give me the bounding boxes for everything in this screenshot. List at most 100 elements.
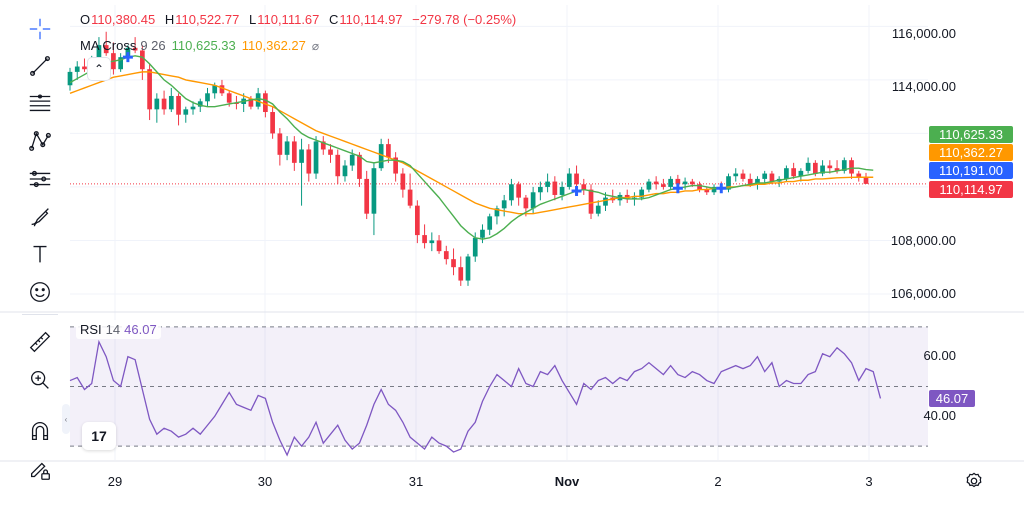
lock-pencil-icon[interactable] — [24, 454, 56, 486]
candle-body — [342, 165, 348, 177]
open-value: 110,380.45 — [91, 12, 156, 27]
brush-icon[interactable] — [24, 201, 56, 233]
candle-body — [118, 57, 124, 70]
candle-body — [646, 181, 652, 190]
cross-markers — [123, 52, 727, 196]
collapse-legend-button[interactable]: ⌃ — [88, 58, 110, 80]
pattern-icon[interactable] — [24, 125, 56, 157]
time-axis-label: 29 — [107, 474, 123, 489]
candle-body — [284, 141, 290, 155]
rsi-value-tag: 46.07 — [929, 390, 975, 407]
candle-body — [704, 189, 710, 193]
candle-body — [574, 173, 579, 185]
chevron-up-icon: ⌃ — [93, 62, 105, 76]
ma-cross-params: 9 26 — [140, 38, 166, 53]
candle-body — [313, 141, 319, 174]
candle-body — [769, 173, 775, 182]
high-label: H — [164, 12, 175, 27]
candle-body — [653, 181, 659, 185]
candle-body — [371, 168, 377, 214]
candle-body — [827, 165, 833, 169]
rsi-legend[interactable]: RSI 14 46.07 — [76, 320, 161, 339]
candle-body — [755, 178, 760, 185]
candle-body — [559, 186, 565, 195]
ma-cross-legend[interactable]: MA Cross 9 26 110,625.33 110,362.27 ⌀ — [80, 38, 319, 53]
candle-body — [212, 85, 218, 94]
ma-cross-name: MA Cross — [80, 38, 137, 53]
rsi-line — [69, 339, 882, 457]
candle-body — [378, 144, 384, 169]
candles — [67, 31, 869, 286]
candle-body — [812, 162, 818, 174]
change-value: −279.78 (−0.25%) — [412, 12, 517, 27]
candle-body — [791, 168, 796, 177]
candle-body — [443, 251, 449, 260]
candle-body — [661, 184, 666, 187]
candle-body — [263, 93, 268, 113]
crosshair-icon[interactable] — [24, 13, 56, 45]
candle-body — [451, 259, 456, 268]
candle-body — [400, 173, 406, 190]
candle-body — [841, 160, 847, 171]
candle-body — [429, 240, 435, 244]
rsi-axis-label: 60.00 — [923, 348, 956, 363]
logo-text: 17 — [91, 428, 107, 444]
fib-icon[interactable] — [24, 87, 56, 119]
candle-body — [538, 186, 543, 193]
candle-body — [726, 176, 731, 190]
trend-line-icon[interactable] — [24, 50, 56, 82]
candle-body — [291, 141, 297, 163]
candle-body — [407, 189, 413, 206]
ma-fast-price-tag: 110,625.33 — [929, 126, 1013, 143]
candle-body — [849, 160, 854, 174]
price-axis-label: 106,000.00 — [890, 286, 956, 301]
chevron-left-icon: ‹ — [64, 414, 68, 424]
candle-body — [132, 47, 138, 51]
toolbar-divider — [22, 314, 58, 315]
low-value: 110,111.67 — [257, 12, 320, 27]
candle-body — [480, 229, 485, 238]
candle-body — [689, 181, 695, 185]
candle-body — [103, 45, 109, 54]
candle-body — [798, 170, 804, 177]
settings-gear-icon[interactable] — [965, 472, 983, 490]
rsi-level-lines — [70, 326, 928, 447]
ruler-icon[interactable] — [24, 326, 56, 358]
candle-body — [863, 176, 869, 184]
time-axis-label: Nov — [554, 474, 580, 489]
candle-body — [494, 208, 500, 217]
candle-body — [197, 101, 203, 107]
candle-body — [472, 237, 478, 257]
cross-marker — [571, 185, 582, 196]
emoji-icon[interactable] — [24, 276, 56, 308]
zoom-in-icon[interactable] — [24, 364, 56, 396]
candle-body — [414, 205, 420, 236]
candle-body — [856, 173, 862, 177]
candle-body — [675, 178, 681, 185]
forecast-icon[interactable] — [24, 163, 56, 195]
close-label: C — [329, 12, 339, 27]
candle-body — [190, 106, 196, 110]
ma-slow-price-tag: 110,362.27 — [929, 144, 1013, 161]
candle-body — [270, 112, 275, 134]
candle-body — [364, 178, 370, 214]
tradingview-logo[interactable]: 17 — [82, 422, 116, 450]
cross-marker — [672, 183, 683, 194]
hide-eye-icon[interactable]: ⌀ — [311, 39, 320, 53]
price-axis-label: 116,000.00 — [891, 26, 956, 41]
candle-body — [320, 141, 326, 150]
candle-body — [67, 71, 73, 86]
time-axis-label: 3 — [865, 474, 873, 489]
candle-body — [784, 168, 789, 179]
grid — [70, 5, 928, 460]
rsi-value: 46.07 — [124, 322, 157, 337]
candle-body — [393, 157, 398, 174]
sidebar-toggle-handle[interactable]: ‹ — [62, 404, 70, 434]
candle-body — [96, 45, 102, 59]
text-icon[interactable] — [24, 238, 56, 270]
candle-body — [357, 154, 362, 179]
magnet-icon[interactable] — [24, 415, 56, 447]
candle-body — [552, 181, 558, 195]
time-axis-label: 31 — [408, 474, 424, 489]
